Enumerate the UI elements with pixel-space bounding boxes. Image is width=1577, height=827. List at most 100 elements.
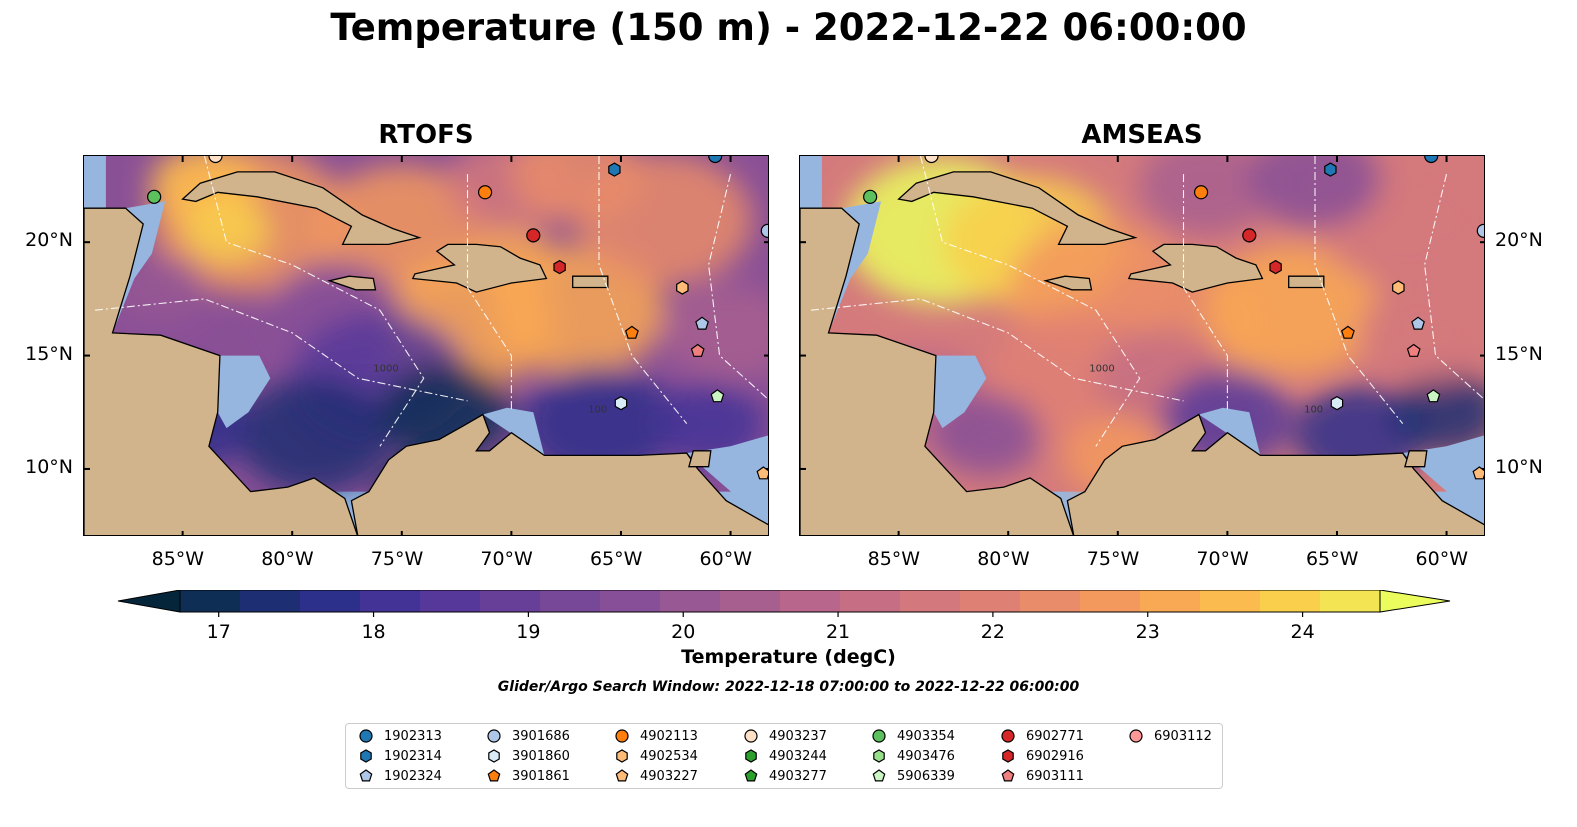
figure-title: Temperature (150 m) - 2022-12-22 06:00:0… — [330, 6, 1247, 49]
colorbar-segment — [840, 590, 901, 612]
map-amseas: 1000 100 — [799, 155, 1485, 536]
legend-label: 4902113 — [640, 728, 698, 744]
legend-marker-3901686-circle-icon — [487, 729, 501, 743]
land-trinidad-rtofs — [688, 450, 712, 468]
float-marker-3901861-rtofs — [624, 325, 639, 339]
eez-boundary-amseas-2 — [1314, 156, 1404, 424]
shelf-rtofs-2 — [482, 407, 545, 456]
land-southAm-amseas — [1066, 413, 1484, 535]
land-cuba-amseas — [897, 171, 1138, 246]
float-marker-4903354-amseas — [863, 189, 878, 204]
colorbar-tick-label: 18 — [361, 621, 385, 643]
float-legend: 1902313 1902314 1902324 3901686 3901860 39018… — [345, 723, 1223, 789]
lon-tick-label-rtofs: 85°W — [151, 548, 205, 570]
lat-tick-label-left: 15°N — [25, 342, 73, 365]
legend-label: 4903277 — [769, 768, 827, 784]
legend-item-1902314: 1902314 — [358, 747, 442, 765]
legend-label: 6903111 — [1026, 768, 1084, 784]
map-canvas-rtofs: 1000 100 — [84, 156, 768, 535]
float-marker-4903237-amseas — [924, 156, 939, 164]
colorbar-tick-label: 19 — [516, 621, 540, 643]
panel-title-amseas: AMSEAS — [1081, 120, 1203, 150]
legend-marker-5906339-pentagon-icon — [872, 769, 886, 782]
legend-label: 3901686 — [512, 728, 570, 744]
lat-tick-label-left: 10°N — [25, 455, 73, 478]
legend-marker-4903277-pentagon-icon — [744, 769, 758, 782]
legend-item-6903112: 6903112 — [1128, 727, 1212, 745]
float-marker-3901860-amseas — [1330, 396, 1344, 411]
float-marker-4903354-rtofs — [147, 189, 162, 204]
legend-item-4902534: 4902534 — [614, 747, 698, 765]
legend-item-4902113: 4902113 — [614, 727, 698, 745]
legend-marker-6902771-circle-icon — [1001, 729, 1015, 743]
legend-label: 4903354 — [897, 728, 955, 744]
legend-marker-6903111-pentagon-icon — [1001, 769, 1015, 782]
eez-boundary-amseas-4 — [1424, 173, 1484, 400]
colorbar-segment — [240, 590, 301, 612]
legend-label: 4903227 — [640, 768, 698, 784]
colorbar-segment — [360, 590, 421, 612]
legend-item-1902324: 1902324 — [358, 767, 442, 785]
lon-tick-label-amseas: 70°W — [1196, 548, 1249, 570]
float-marker-3901686-amseas — [1476, 223, 1484, 238]
legend-item-4903354: 4903354 — [871, 727, 955, 745]
land-jamaica-rtofs — [327, 275, 377, 291]
map-rtofs: 1000 100 — [83, 155, 769, 536]
colorbar-segment — [480, 590, 541, 612]
lat-tick-label-right: 10°N — [1495, 455, 1543, 478]
land-jamaica-amseas — [1043, 275, 1093, 291]
legend-marker-6902916-hexagon-icon — [1002, 749, 1014, 763]
colorbar-segment — [1260, 590, 1321, 612]
legend-marker-6903112-circle-icon — [1129, 729, 1143, 743]
legend-marker-4903476-hexagon-icon — [873, 749, 885, 763]
legend-marker-1902324-pentagon-icon — [359, 769, 373, 782]
float-marker-3901686-rtofs — [760, 223, 768, 238]
legend-item-4903476: 4903476 — [871, 747, 955, 765]
float-marker-6902771-rtofs — [526, 228, 541, 243]
eez-boundary-amseas-3 — [810, 298, 1184, 402]
float-marker-4903237-rtofs — [208, 156, 223, 164]
lon-tick-label-rtofs: 70°W — [480, 548, 533, 570]
float-marker-1902314-rtofs — [608, 162, 621, 177]
legend-marker-4902113-circle-icon — [615, 729, 629, 743]
float-marker-4903227-rtofs — [756, 466, 768, 480]
colorbar-tick-label: 21 — [826, 621, 850, 643]
colorbar-segment — [420, 590, 481, 612]
lon-tick-label-amseas: 80°W — [977, 548, 1030, 570]
legend-label: 4902534 — [640, 748, 698, 764]
legend-label: 4903237 — [769, 728, 827, 744]
land-hispaniola-amseas — [1127, 243, 1264, 293]
panel-title-rtofs: RTOFS — [378, 120, 474, 150]
float-marker-4903227-amseas — [1472, 466, 1484, 480]
float-marker-1902313-rtofs — [708, 156, 723, 164]
legend-marker-4902534-hexagon-icon — [616, 749, 628, 763]
float-marker-6903111-amseas — [1406, 343, 1421, 357]
float-marker-3901860-rtofs — [614, 396, 628, 411]
legend-item-4903237: 4903237 — [743, 727, 827, 745]
legend-item-6902771: 6902771 — [1000, 727, 1084, 745]
legend-item-3901860: 3901860 — [486, 747, 570, 765]
lat-axis-left: 20°N 15°N 10°N — [0, 155, 83, 536]
float-marker-5906339-rtofs — [710, 389, 725, 403]
land-puertorico-amseas — [1288, 275, 1325, 289]
lon-tick-label-amseas: 60°W — [1415, 548, 1469, 570]
legend-item-4903227: 4903227 — [614, 767, 698, 785]
colorbar-segment — [660, 590, 721, 612]
float-marker-4902534-amseas — [1392, 280, 1405, 295]
colorbar-segment — [720, 590, 781, 612]
colorbar-label: Temperature (degC) — [681, 646, 896, 668]
legend-label: 1902313 — [384, 728, 442, 744]
legend-marker-1902314-hexagon-icon — [360, 749, 372, 763]
land-hispaniola-rtofs — [411, 243, 548, 293]
legend-marker-4903227-pentagon-icon — [615, 769, 629, 782]
colorbar-extend-max — [1379, 590, 1451, 613]
contour-label-rtofs-0: 1000 — [373, 363, 398, 374]
colorbar-extend-min — [117, 590, 181, 613]
lon-tick-label-amseas: 65°W — [1305, 548, 1359, 570]
colorbar-tick-label: 17 — [207, 621, 231, 643]
legend-item-5906339: 5906339 — [871, 767, 955, 785]
contour-label-amseas-1: 100 — [1304, 404, 1323, 415]
colorbar-segment — [300, 590, 361, 612]
legend-marker-4903354-circle-icon — [872, 729, 886, 743]
legend-label: 6902771 — [1026, 728, 1084, 744]
